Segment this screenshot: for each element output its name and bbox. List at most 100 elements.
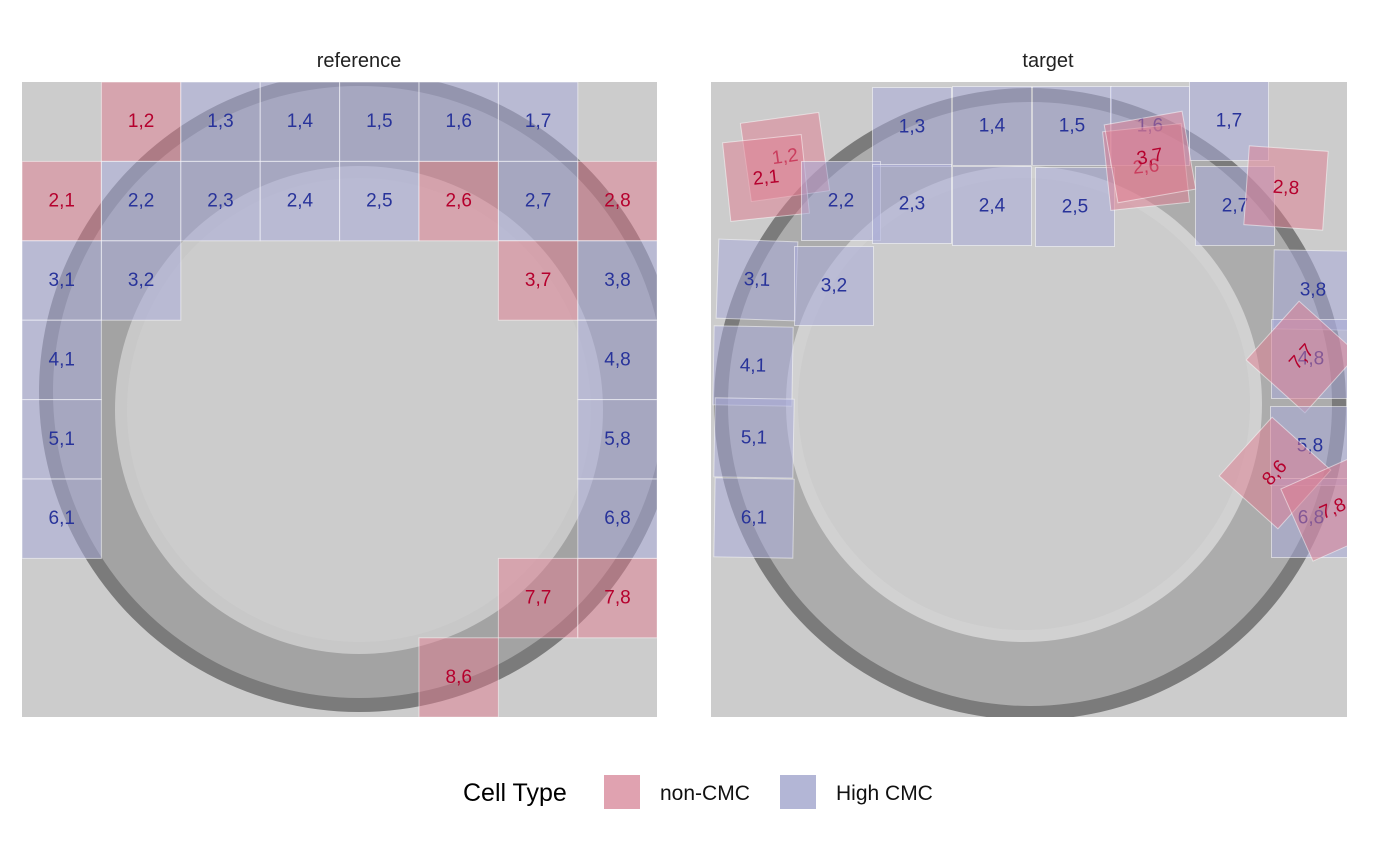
cell-label: 3,2 [128,270,154,291]
cell-box [1243,145,1329,231]
target-cell: 1,4 [952,86,1032,166]
cell-label: 3,2 [821,276,847,297]
cell-label: 2,6 [445,191,471,212]
cell-label: 3,1 [48,270,74,291]
reference-cell: 1,2 [100,82,182,162]
reference-cell: 3,2 [100,240,182,321]
cell-box [180,160,261,242]
cell-label: 2,4 [979,196,1006,217]
cell-box [577,557,657,639]
reference-cell: 4,1 [22,319,102,401]
cell-label: 1,4 [287,111,314,132]
cell-label: 1,2 [128,111,154,132]
cell-label: 4,1 [740,355,767,376]
target-cell: 2,3 [872,164,952,244]
cell-box [259,160,341,242]
reference-cell: 1,4 [259,82,341,162]
reference-cell: 2,4 [259,160,341,242]
cell-label: 1,4 [979,116,1006,137]
reference-cell: 5,1 [22,399,102,480]
legend-swatch-non-cmc [604,775,640,809]
target-cell: 3,7 [1103,110,1197,204]
reference-cell: 3,1 [22,240,102,321]
reference-cell: 3,7 [497,240,579,321]
reference-cell: 8,6 [418,637,499,717]
cell-label: 6,1 [741,507,768,528]
cell-box [418,82,499,162]
reference-cell: 1,7 [497,82,579,162]
cell-label: 1,6 [445,111,471,132]
cell-label: 4,8 [604,349,630,370]
cell-label: 2,8 [604,191,630,212]
target-cell: 3,2 [794,246,874,326]
cell-label: 3,8 [604,270,630,291]
cell-box [577,478,657,559]
cell-label: 1,5 [366,111,392,132]
cell-box [577,399,657,480]
reference-cell: 5,8 [577,399,657,480]
cell-label: 5,8 [604,429,630,450]
cell-label: 1,3 [899,117,925,138]
cell-box [259,82,341,162]
cell-box [100,240,182,321]
target-cell: 2,8 [1243,145,1329,231]
reference-cell: 7,8 [577,557,657,639]
cell-label: 2,1 [752,166,780,190]
cell-box [872,164,952,244]
legend-title: Cell Type [463,779,567,807]
cell-box [577,319,657,401]
cell-box [497,240,579,321]
cell-label: 2,3 [899,194,925,215]
target-cell: 6,1 [713,477,795,559]
target-cell: 2,1 [722,134,810,222]
legend: Cell Type non-CMC High CMC [463,775,933,809]
reference-cell: 2,2 [100,160,182,242]
reference-cell: 2,8 [577,160,657,242]
cell-label: 1,5 [1059,116,1085,137]
cell-label: 7,8 [604,588,630,609]
cell-box [577,160,657,242]
cell-box [1280,456,1347,562]
legend-label-non-cmc: non-CMC [660,782,750,805]
cell-box [1245,300,1347,414]
cell-label: 2,3 [207,191,233,212]
legend-swatch-high-cmc [780,775,816,809]
cell-label: 2,5 [366,191,392,212]
cell-label: 1,3 [207,111,233,132]
cell-box [872,87,952,167]
cell-label: 2,5 [1062,197,1088,218]
cell-box [952,86,1032,166]
cell-label: 2,1 [48,191,74,212]
reference-cell: 2,7 [497,160,579,242]
cell-label: 4,1 [48,349,74,370]
reference-cell: 6,8 [577,478,657,559]
legend-label-high-cmc: High CMC [836,782,933,805]
cell-label: 6,8 [604,508,630,529]
cell-box [1103,110,1197,204]
target-cell: 7,8 [1280,456,1347,562]
cell-label: 2,4 [287,191,314,212]
target-cell: 4,1 [712,325,794,407]
reference-cell: 2,3 [180,160,261,242]
reference-cell: 2,6 [418,160,499,242]
target-cell: 2,4 [952,166,1032,246]
reference-panel: reference 1,2 1,3 1,4 1,5 1,6 1,7 2,1 2,2 2,3 2,4… [22,50,657,717]
panel-title-target: target [1022,50,1074,72]
target-cell: 7,7 [1245,300,1347,414]
cell-label: 3,7 [525,270,551,291]
cell-label: 3,1 [743,269,770,291]
reference-cell: 6,1 [22,478,102,559]
cell-box [339,82,420,162]
cell-box [497,557,579,639]
cell-box [22,319,102,401]
cell-box [713,397,795,479]
cell-box [497,82,579,162]
panel-title-reference: reference [317,50,402,72]
cell-label: 7,7 [525,588,551,609]
target-cell: 3,1 [715,238,799,322]
target-cells: 1,22,11,31,41,51,61,72,22,32,42,52,63,72… [712,82,1347,562]
reference-cells: 1,2 1,3 1,4 1,5 1,6 1,7 2,1 2,2 2,3 2,4 2,5 2,6 2,7 2… [22,82,657,717]
cell-box [952,166,1032,246]
reference-cell: 1,6 [418,82,499,162]
